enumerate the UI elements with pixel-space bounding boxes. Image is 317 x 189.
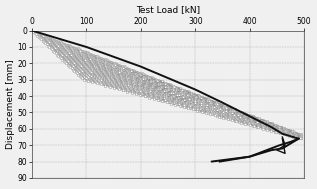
- Y-axis label: Displacement [mm]: Displacement [mm]: [6, 59, 15, 149]
- X-axis label: Test Load [kN]: Test Load [kN]: [136, 5, 200, 15]
